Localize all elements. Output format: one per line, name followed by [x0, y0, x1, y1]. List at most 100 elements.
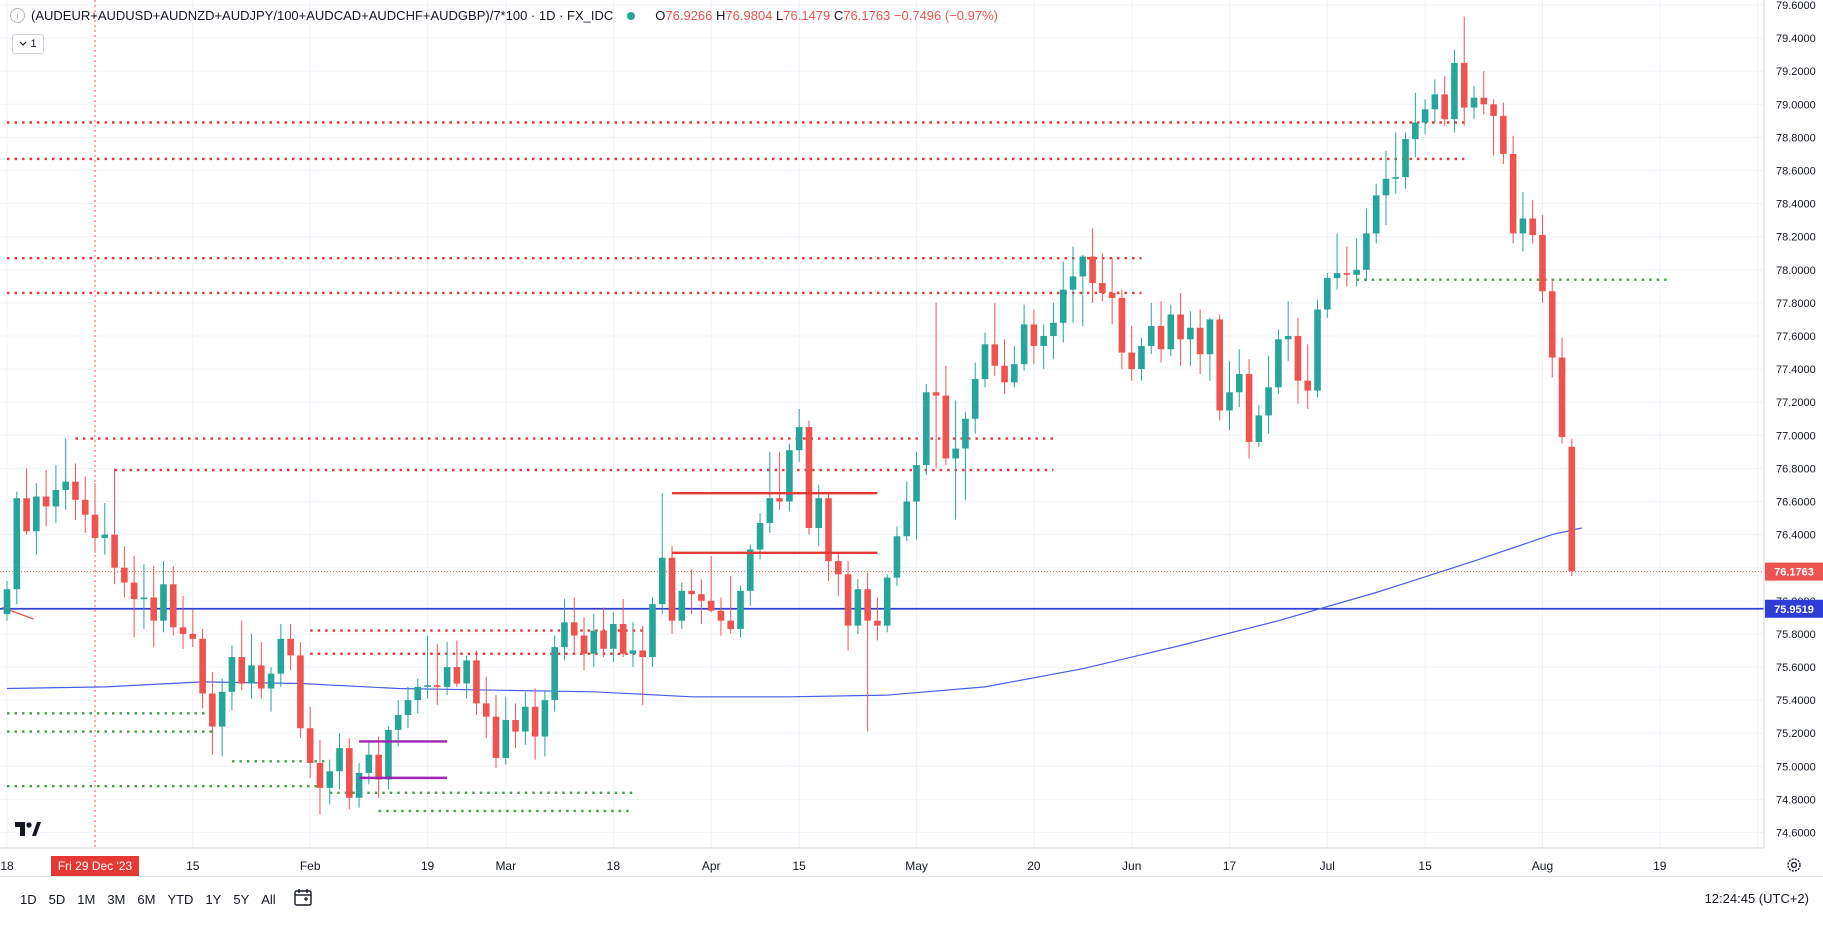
gear-icon[interactable]	[1785, 856, 1803, 874]
y-tick-label: 74.8000	[1776, 794, 1816, 806]
symbol-title[interactable]: (AUDEUR+AUDUSD+AUDNZD+AUDJPY/100+AUDCAD+…	[31, 8, 614, 23]
candle-body	[737, 590, 744, 629]
candle-body	[1206, 319, 1214, 355]
candle-body	[1382, 178, 1390, 196]
clock-readout[interactable]: 12:24:45 (UTC+2)	[1704, 891, 1809, 906]
info-icon[interactable]: i	[10, 8, 25, 23]
candle-body	[864, 589, 871, 621]
x-tick-label: May	[905, 859, 928, 873]
last-price-badge	[1765, 562, 1823, 581]
candle-body	[1275, 339, 1282, 388]
x-tick-label: Mar	[495, 859, 516, 873]
candle-body	[385, 729, 392, 780]
candle-body	[688, 590, 695, 595]
candle-body	[91, 514, 99, 538]
x-tick-label: 19	[421, 859, 435, 873]
candle-body	[160, 584, 167, 621]
candle-body	[1226, 392, 1233, 411]
candle-body	[981, 344, 989, 380]
x-tick-label: 15	[1418, 859, 1432, 873]
candle-body	[23, 498, 30, 532]
y-tick-label: 78.8000	[1776, 132, 1816, 144]
candle-body	[707, 600, 715, 611]
candle-body	[453, 667, 461, 684]
candle-body	[913, 465, 920, 502]
candle-body	[1509, 153, 1517, 234]
candle-body	[698, 594, 705, 601]
range-5d[interactable]: 5D	[48, 892, 66, 907]
x-tick-label: 20	[1027, 859, 1041, 873]
candle-body	[150, 597, 157, 621]
candle-body	[1431, 94, 1439, 110]
candle-body	[561, 622, 568, 648]
candle-body	[267, 673, 275, 689]
candle-body	[52, 489, 60, 507]
candle-body	[522, 706, 529, 732]
tradingview-logo[interactable]	[15, 822, 41, 841]
range-5y[interactable]: 5Y	[233, 892, 250, 907]
candle-body	[600, 630, 607, 649]
range-1d[interactable]: 1D	[20, 892, 37, 907]
y-tick-label: 77.8000	[1776, 298, 1816, 310]
candle-body	[1187, 327, 1194, 340]
last-price-label: 76.1763	[1774, 567, 1814, 579]
candle-body	[1490, 104, 1497, 116]
chart-legend: i (AUDEUR+AUDUSD+AUDNZD+AUDJPY/100+AUDCA…	[10, 8, 998, 23]
candle-body	[766, 498, 774, 524]
interval-badge: 1	[30, 38, 37, 50]
candle-body	[463, 660, 470, 684]
candle-body	[1108, 292, 1116, 298]
range-all[interactable]: All	[261, 892, 276, 907]
candle-body	[1558, 357, 1566, 437]
range-1m[interactable]: 1M	[77, 892, 96, 907]
candle-body	[1089, 256, 1096, 284]
range-1y[interactable]: 1Y	[205, 892, 222, 907]
y-tick-label: 78.0000	[1776, 265, 1816, 277]
candle-body	[1265, 387, 1272, 416]
calendar-icon[interactable]	[293, 887, 313, 907]
level-price-label: 75.9519	[1774, 604, 1814, 616]
range-6m[interactable]: 6M	[137, 892, 156, 907]
candle-body	[1304, 380, 1312, 391]
range-ytd[interactable]: YTD	[167, 892, 194, 907]
x-tick-label: Feb	[300, 859, 321, 873]
candle-body	[1548, 291, 1556, 358]
y-tick-label: 77.0000	[1776, 430, 1816, 442]
range-3m[interactable]: 3M	[107, 892, 126, 907]
y-tick-label: 76.8000	[1776, 463, 1816, 475]
candle-body	[248, 665, 255, 684]
candle-body	[257, 665, 265, 689]
change-value: −0.7496 (−0.97%)	[893, 8, 998, 23]
candle-body	[482, 703, 490, 717]
candle-body	[1324, 278, 1331, 310]
crosshair-date-badge	[51, 856, 140, 876]
candle-body	[786, 450, 793, 502]
candle-body	[1001, 365, 1008, 383]
y-tick-label: 75.8000	[1776, 629, 1816, 641]
candle-body	[111, 534, 118, 568]
candle-body	[639, 650, 646, 658]
candle-body	[1412, 122, 1419, 140]
candle-body	[306, 728, 314, 763]
candle-body	[1343, 273, 1351, 275]
candle-body	[1216, 319, 1224, 411]
y-tick-label: 77.2000	[1776, 397, 1816, 409]
y-tick-label: 79.0000	[1776, 99, 1816, 111]
legend-toggle-button[interactable]: 1	[12, 34, 44, 54]
candle-body	[580, 635, 588, 654]
candle-body	[1294, 336, 1302, 381]
candle-body	[287, 638, 294, 656]
candle-body	[1284, 336, 1292, 340]
date-range-selector: 1D 5D 1M 3M 6M YTD 1Y 5Y All	[14, 889, 282, 910]
x-tick-label: 17	[1223, 859, 1237, 873]
candle-body	[717, 610, 725, 621]
candle-body	[355, 772, 363, 798]
candle-body	[923, 392, 930, 466]
candle-body	[531, 706, 539, 737]
candle-body	[238, 657, 246, 684]
candle-body	[825, 498, 832, 562]
y-tick-label: 75.0000	[1776, 761, 1816, 773]
candle-body	[179, 627, 187, 634]
